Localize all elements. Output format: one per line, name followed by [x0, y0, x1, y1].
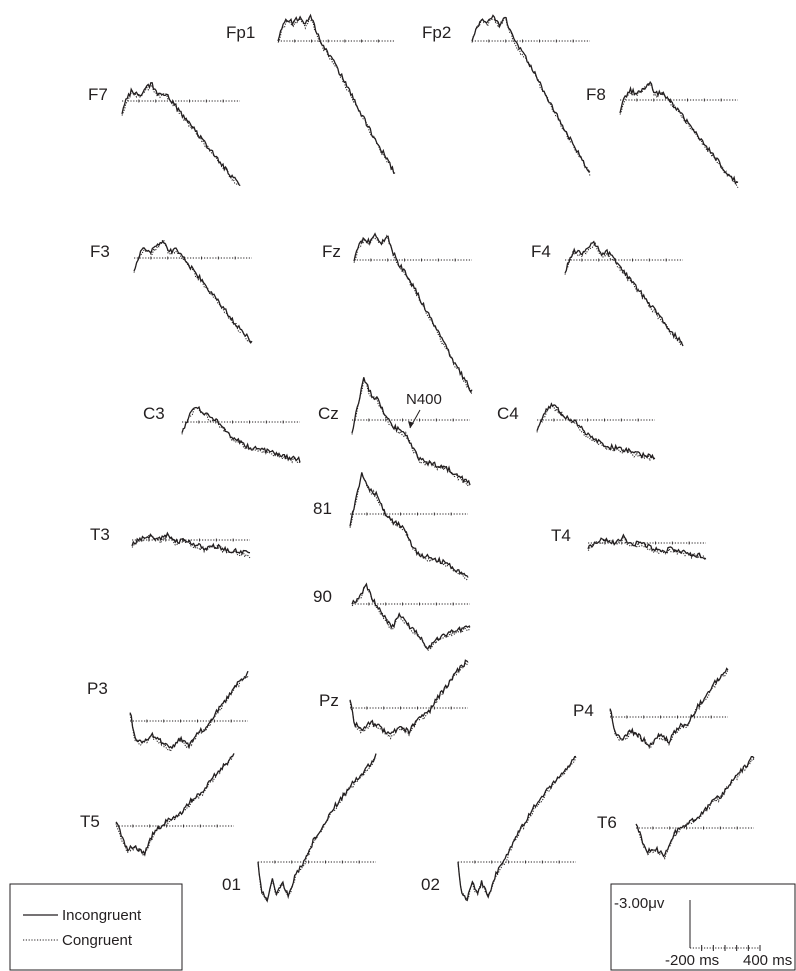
- congruent-trace: [619, 83, 739, 188]
- incongruent-trace: [353, 232, 473, 394]
- incongruent-trace: [564, 240, 684, 347]
- channel-pz: Pz: [319, 659, 469, 740]
- congruent-trace: [351, 582, 471, 653]
- incongruent-trace: [351, 582, 471, 650]
- legend: Incongruent Congruent: [9, 883, 183, 971]
- incongruent-trace: [457, 755, 577, 902]
- n400-arrow-head: [408, 421, 414, 428]
- congruent-trace: [181, 406, 301, 464]
- channel-t4: T4: [551, 526, 707, 560]
- channel-label: Cz: [318, 404, 339, 423]
- congruent-trace: [121, 84, 241, 187]
- channel-01: 01: [222, 753, 377, 903]
- channel-p3: P3: [87, 670, 249, 753]
- channel-f4: F4: [531, 240, 684, 347]
- channel-label: F3: [90, 242, 110, 261]
- channel-label: F8: [586, 85, 606, 104]
- channel-label: F4: [531, 242, 551, 261]
- legend-label-incongruent: Incongruent: [62, 907, 142, 924]
- channel-label: Fz: [322, 242, 341, 261]
- congruent-trace: [131, 533, 251, 559]
- channel-label: 81: [313, 499, 332, 518]
- channel-t6: T6: [597, 755, 755, 860]
- incongruent-trace: [181, 405, 301, 463]
- incongruent-trace: [349, 472, 469, 578]
- channel-02: 02: [421, 755, 577, 902]
- channel-f7: F7: [88, 82, 241, 187]
- channel-c3: C3: [143, 404, 301, 464]
- scale-amplitude-label: -3.00μv: [614, 895, 665, 912]
- channel-t3: T3: [90, 525, 251, 559]
- incongruent-trace: [349, 659, 469, 736]
- channel-label: Fp1: [226, 23, 255, 42]
- channel-cz: Cz: [318, 377, 471, 487]
- incongruent-trace: [129, 670, 249, 750]
- channel-label: C4: [497, 404, 519, 423]
- n400-annotation: N400: [406, 391, 442, 429]
- channel-label: T4: [551, 526, 571, 545]
- legend-frame: [9, 883, 183, 971]
- scale-time-start: -200 ms: [665, 952, 719, 969]
- channel-f3: F3: [90, 239, 253, 344]
- incongruent-trace: [471, 14, 591, 173]
- channel-p4: P4: [573, 667, 729, 749]
- incongruent-trace: [131, 531, 251, 556]
- channel-90: 90: [313, 582, 471, 653]
- channel-f8: F8: [586, 80, 739, 188]
- incongruent-trace: [619, 80, 739, 185]
- channel-label: P3: [87, 679, 108, 698]
- scale-frame: [610, 883, 796, 971]
- congruent-trace: [351, 378, 471, 487]
- channel-label: Fp2: [422, 23, 451, 42]
- channel-fp1: Fp1: [226, 13, 396, 174]
- channel-label: Pz: [319, 691, 339, 710]
- incongruent-trace: [536, 402, 656, 460]
- channel-t5: T5: [80, 753, 235, 857]
- incongruent-trace: [277, 13, 396, 174]
- channel-fz: Fz: [322, 232, 473, 396]
- channel-label: T6: [597, 813, 617, 832]
- channel-fp2: Fp2: [422, 14, 591, 177]
- channel-label: C3: [143, 404, 165, 423]
- incongruent-trace: [121, 82, 241, 187]
- congruent-trace: [349, 661, 469, 740]
- legend-label-congruent: Congruent: [62, 932, 133, 949]
- congruent-trace: [277, 18, 396, 174]
- congruent-trace: [133, 239, 253, 343]
- scale-time-end: 400 ms: [743, 952, 792, 969]
- channel-label: T3: [90, 525, 110, 544]
- congruent-trace: [609, 669, 729, 749]
- incongruent-trace: [133, 240, 253, 344]
- incongruent-trace: [351, 377, 471, 486]
- channel-label: F7: [88, 85, 108, 104]
- channel-label: 02: [421, 875, 440, 894]
- n400-label: N400: [406, 391, 442, 408]
- incongruent-trace: [115, 753, 235, 857]
- incongruent-trace: [587, 533, 707, 560]
- channel-label: 90: [313, 587, 332, 606]
- congruent-trace: [564, 242, 684, 347]
- incongruent-trace: [609, 667, 729, 749]
- scale-ticks: [701, 945, 761, 951]
- channel-panels: Fp1 Fp2 F7 F8 F3 Fz F4 C3 Cz C4 81 T3 T4 90 P3 Pz P4 T5 T6…: [80, 13, 755, 903]
- congruent-trace: [636, 758, 755, 860]
- congruent-trace: [115, 753, 235, 857]
- channel-81: 81: [313, 472, 469, 581]
- channel-label: P4: [573, 701, 594, 720]
- incongruent-trace: [635, 755, 755, 858]
- channel-label: T5: [80, 812, 100, 831]
- scale-bar: -3.00μv -200 ms 400 ms: [610, 883, 796, 971]
- channel-label: 01: [222, 875, 241, 894]
- channel-c4: C4: [497, 402, 656, 463]
- congruent-trace: [349, 472, 469, 581]
- incongruent-trace: [257, 753, 377, 903]
